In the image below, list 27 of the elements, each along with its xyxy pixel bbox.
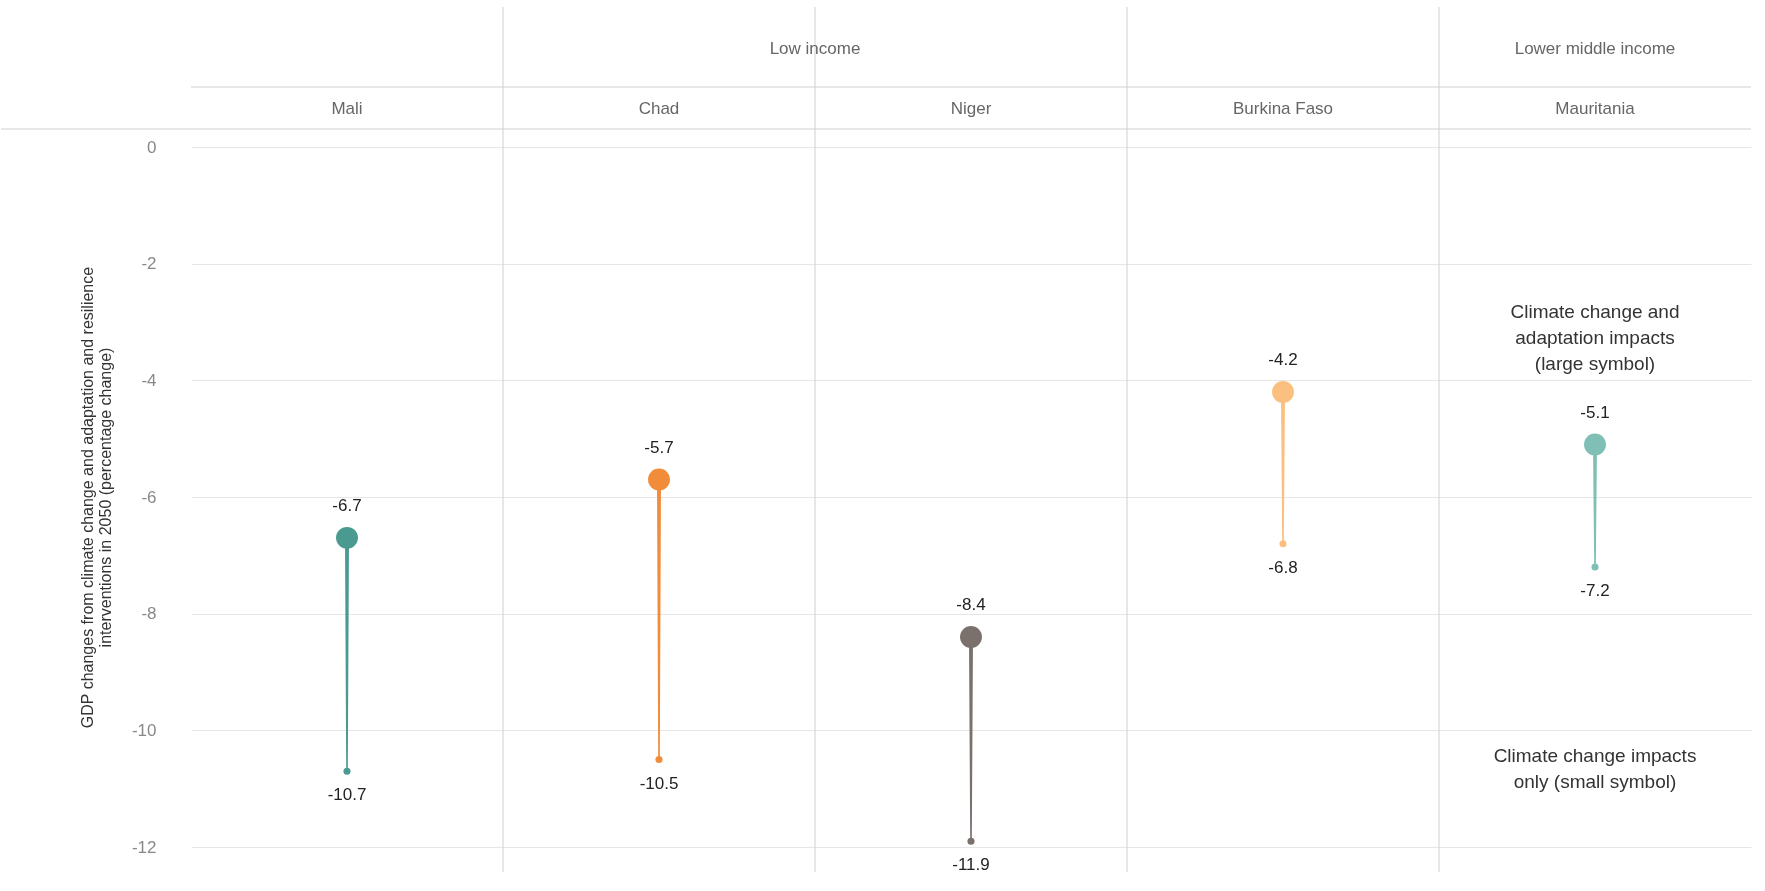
data-label: -5.7 (644, 437, 674, 457)
x-tick-label: Chad (638, 98, 680, 118)
text: Low income (769, 39, 861, 58)
data-label: -10.5 (639, 773, 679, 793)
y-tick-label: -4 (141, 370, 157, 390)
data-label: -8.4 (956, 595, 986, 614)
x-tick-label: Mauritania (1555, 98, 1636, 118)
data-label: -7.2 (1580, 581, 1610, 600)
y-tick-label: 0 (147, 137, 157, 157)
x-tick-label: Burkina Faso (1232, 98, 1334, 118)
annotation: Climate change impacts only (small symbol) (1493, 745, 1697, 792)
text: Lower middle income (1514, 39, 1676, 58)
y-tick-label: -6 (141, 487, 157, 507)
y-tick-label: -12 (131, 837, 157, 857)
data-label: -6.8 (1268, 557, 1298, 577)
data-label: -11.9 (952, 855, 990, 875)
y-tick-label: -10 (131, 720, 157, 740)
data-label: -5.1 (1580, 402, 1610, 422)
y-tick-label: -2 (141, 254, 157, 274)
x-tick-label: Niger (950, 98, 992, 118)
annotation: Climate change and adaptation impacts (large symbol) (1510, 300, 1680, 374)
x-tick-label: Mali (331, 98, 363, 118)
data-label: -4.2 (1268, 350, 1298, 369)
y-axis-title: GDP changes from climate change and adaptation and resilience interventions in 2050 (percentage change) (78, 266, 114, 729)
data-label: -6.7 (332, 495, 362, 515)
y-tick-label: -8 (141, 604, 157, 624)
data-label: -10.7 (327, 785, 367, 805)
